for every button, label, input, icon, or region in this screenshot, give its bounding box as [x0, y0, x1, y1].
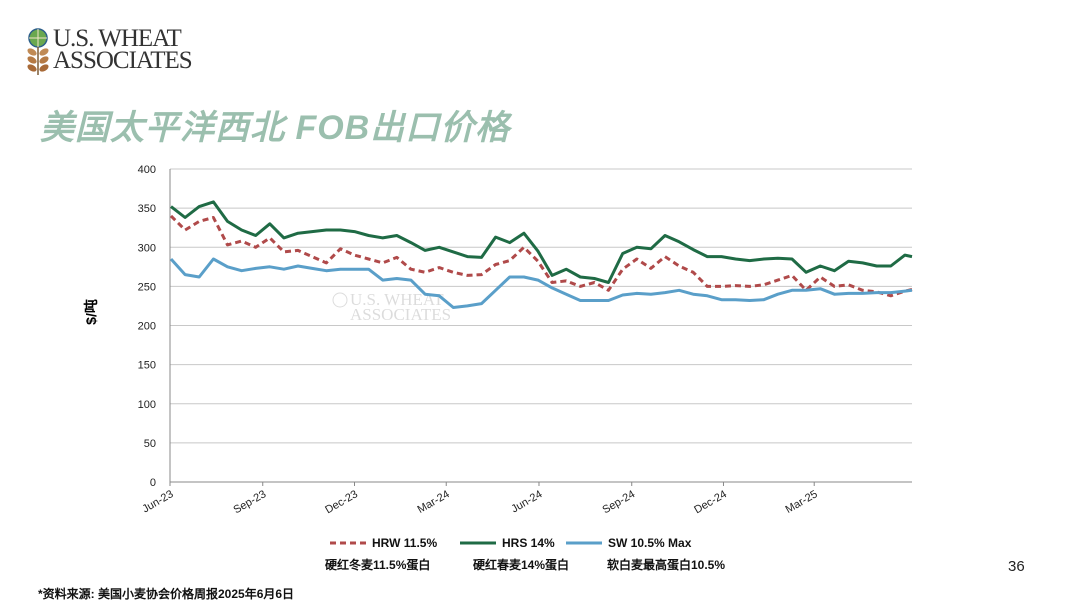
legend-swatch-hrw [330, 541, 366, 545]
page-number: 36 [1008, 558, 1025, 575]
y-tick-label: 0 [150, 477, 156, 489]
x-tick-label: Sep-23 [232, 488, 269, 516]
x-axis-ticks: Jun-23 Sep-23 Dec-23 Mar-24 Jun-24 Sep-24 Dec-… [140, 482, 820, 516]
legend-sublabel-sw: 软白麦最高蛋白10.5% [607, 558, 726, 572]
y-tick-label: 50 [144, 438, 156, 450]
series-lines [169, 200, 913, 309]
series-line-sw [169, 257, 913, 309]
y-axis-ticks: 0 50 100 150 200 250 300 350 400 [138, 164, 156, 489]
legend-label-hrw: HRW 11.5% [372, 536, 438, 550]
x-tick-label: Sep-24 [601, 488, 638, 516]
y-tick-label: 250 [138, 281, 156, 293]
y-tick-label: 100 [138, 399, 156, 411]
x-tick-label: Mar-25 [784, 488, 820, 516]
legend-label-hrs: HRS 14% [502, 536, 555, 550]
watermark: U.S. WHEAT ASSOCIATES [332, 290, 451, 324]
watermark-line2: ASSOCIATES [350, 305, 451, 324]
legend-item-hrw: HRW 11.5% [330, 536, 437, 550]
x-tick-label: Dec-23 [323, 488, 360, 516]
legend-sublabel-hrw: 硬红冬麦11.5%蛋白 [325, 558, 431, 572]
legend-sublabel-hrs: 硬红春麦14%蛋白 [473, 558, 570, 572]
legend-item-sw: SW 10.5% Max [566, 536, 691, 550]
legend-swatch-sw [566, 541, 602, 545]
series-line-hrs [170, 200, 913, 284]
series-line-hrw [169, 214, 913, 298]
source-footnote: *资料来源: 美国小麦协会价格周报2025年6月6日 [38, 587, 295, 601]
y-tick-label: 350 [138, 203, 156, 215]
legend-item-hrs: HRS 14% [460, 536, 555, 550]
logo-text: U.S. WHEAT ASSOCIATES [53, 25, 193, 74]
us-wheat-logo: U.S. WHEAT ASSOCIATES [25, 25, 205, 76]
x-tick-label: Jun-23 [140, 488, 175, 515]
gridlines [169, 168, 912, 483]
y-tick-label: 150 [138, 360, 156, 372]
legend-swatch-hrs [460, 541, 496, 545]
y-axis-label: $/吨 [83, 299, 99, 325]
y-tick-label: 200 [138, 321, 156, 333]
y-tick-label: 400 [138, 164, 156, 176]
x-tick-label: Dec-24 [692, 488, 729, 516]
logo-line2: ASSOCIATES [53, 47, 193, 74]
wheat-globe-icon [27, 28, 49, 75]
watermark-globe-icon [332, 292, 348, 308]
slide-title: 美国太平洋西北 FOB出口价格 [40, 109, 511, 147]
x-tick-label: Jun-24 [509, 488, 544, 515]
x-tick-label: Mar-24 [416, 488, 452, 516]
logo-line1: U.S. WHEAT [53, 25, 182, 52]
legend-label-sw: SW 10.5% Max [608, 536, 692, 550]
y-tick-label: 300 [138, 242, 156, 254]
watermark-line1: U.S. WHEAT [350, 290, 444, 309]
